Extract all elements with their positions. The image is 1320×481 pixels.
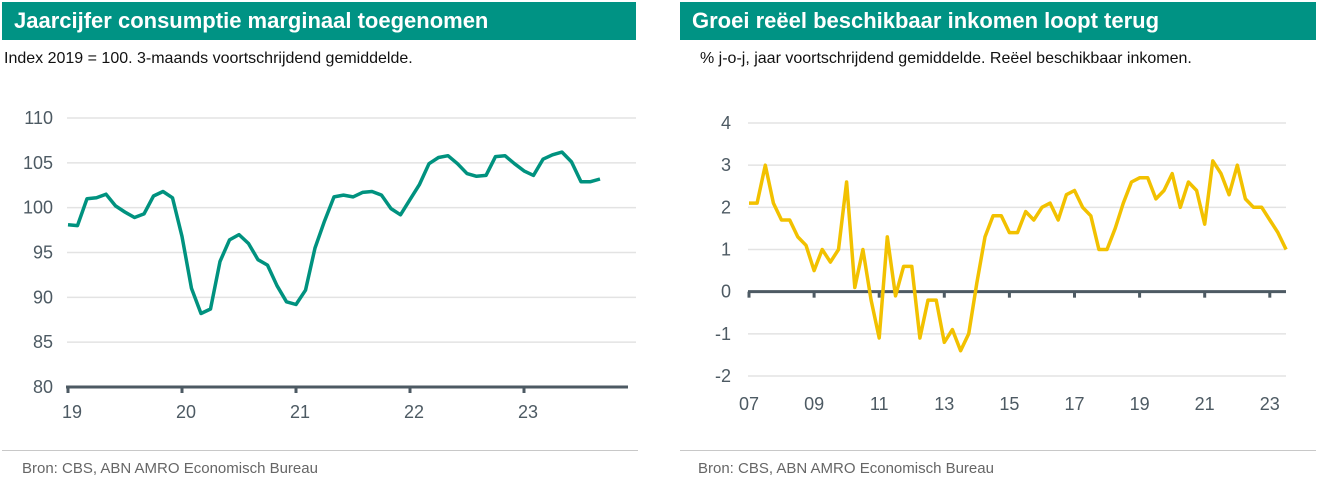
y-tick-label: 2: [721, 197, 731, 217]
left-footer-divider: [2, 450, 638, 451]
x-tick-label: 19: [62, 402, 82, 422]
y-tick-label: 80: [33, 377, 53, 397]
y-tick-label: 100: [23, 198, 53, 218]
y-tick-label: 95: [33, 243, 53, 263]
y-tick-label: -2: [715, 366, 731, 386]
x-tick-label: 09: [804, 394, 824, 414]
y-tick-label: 0: [721, 282, 731, 302]
x-tick-label: 11: [870, 394, 889, 414]
x-tick-label: 07: [739, 394, 759, 414]
right-chart-title: Groei reëel beschikbaar inkomen loopt te…: [680, 2, 1316, 40]
y-tick-label: -1: [715, 324, 731, 344]
x-tick-label: 19: [1130, 394, 1150, 414]
y-tick-label: 105: [23, 153, 53, 173]
y-tick-label: 3: [721, 155, 731, 175]
y-tick-label: 85: [33, 332, 53, 352]
x-tick-label: 21: [1195, 394, 1215, 414]
x-tick-label: 23: [518, 402, 538, 422]
y-tick-label: 90: [33, 287, 53, 307]
x-tick-label: 15: [999, 394, 1019, 414]
right-chart-source: Bron: CBS, ABN AMRO Economisch Bureau: [698, 460, 994, 477]
data-series-line: [67, 150, 601, 316]
data-series-line: [749, 159, 1288, 353]
x-tick-label: 17: [1064, 394, 1084, 414]
right-footer-divider: [680, 450, 1316, 451]
y-tick-label: 1: [721, 240, 731, 260]
x-tick-label: 20: [176, 402, 196, 422]
right-chart-subtitle: % j-o-j, jaar voortschrijdend gemiddelde…: [700, 50, 1192, 67]
left-chart-title: Jaarcijfer consumptie marginaal toegenom…: [2, 2, 636, 40]
left-chart-source: Bron: CBS, ABN AMRO Economisch Bureau: [22, 460, 318, 477]
y-tick-label: 4: [721, 113, 731, 133]
y-tick-label: 110: [24, 108, 53, 128]
x-tick-label: 23: [1260, 394, 1280, 414]
left-chart-subtitle: Index 2019 = 100. 3-maands voortschrijde…: [4, 50, 413, 67]
x-tick-label: 21: [290, 402, 310, 422]
x-tick-label: 22: [404, 402, 424, 422]
x-tick-label: 13: [934, 394, 954, 414]
